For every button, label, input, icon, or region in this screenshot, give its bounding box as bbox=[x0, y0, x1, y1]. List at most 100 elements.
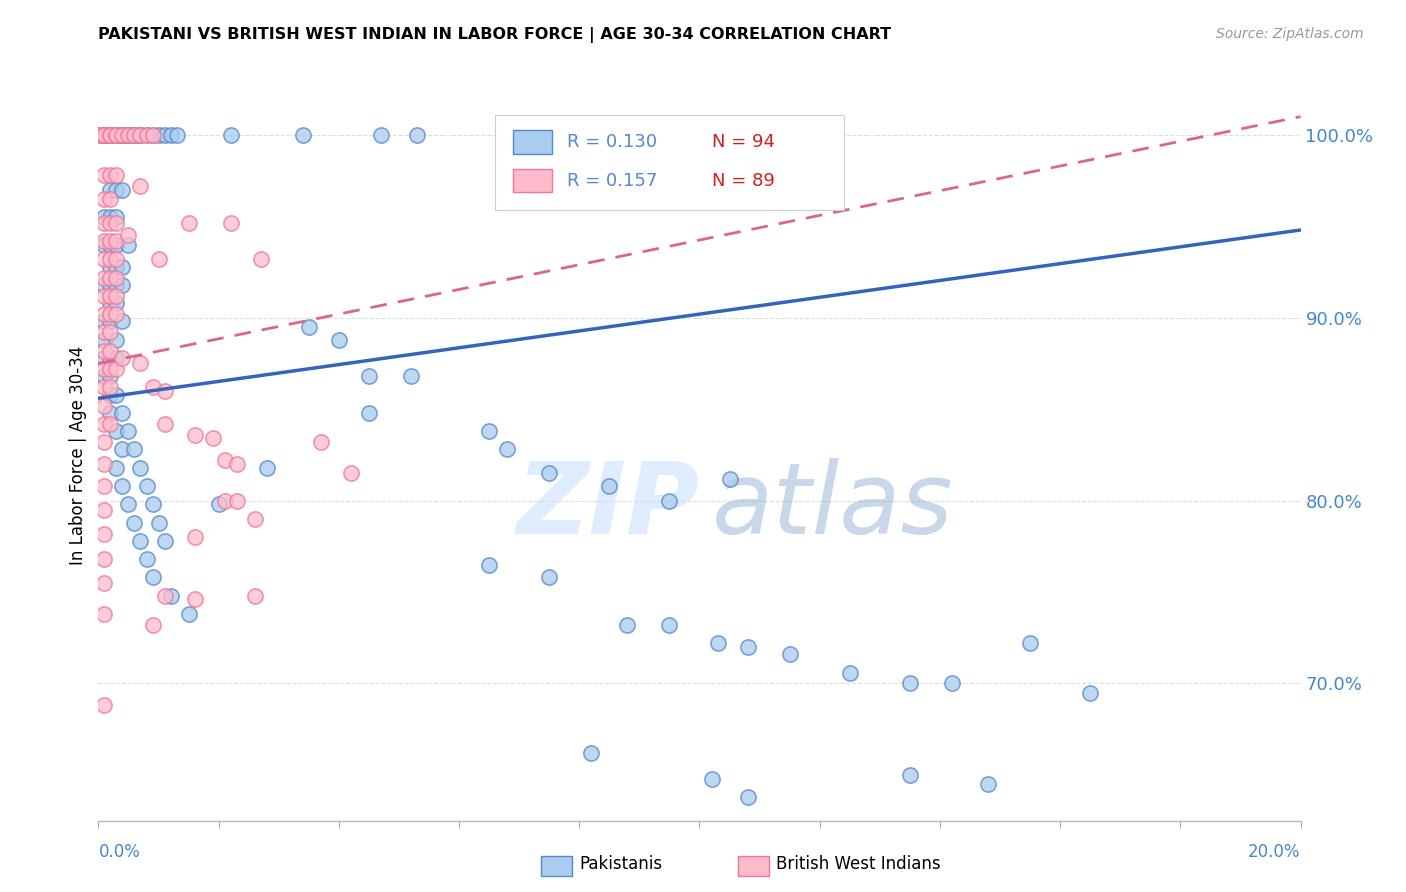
Point bbox=[166, 128, 188, 142]
Point bbox=[93, 307, 115, 321]
Point bbox=[219, 216, 242, 230]
Point bbox=[105, 128, 128, 142]
Point bbox=[214, 453, 236, 467]
Point bbox=[737, 640, 759, 654]
Point bbox=[898, 768, 921, 782]
Bar bbox=[513, 130, 551, 153]
Point bbox=[93, 552, 115, 566]
Point bbox=[478, 424, 501, 438]
Text: N = 94: N = 94 bbox=[711, 133, 775, 151]
Point bbox=[93, 192, 115, 206]
Point bbox=[100, 270, 122, 285]
Point bbox=[93, 252, 115, 267]
Text: ZIP: ZIP bbox=[516, 458, 699, 555]
Point bbox=[111, 128, 134, 142]
Point bbox=[105, 460, 128, 475]
Point bbox=[105, 216, 128, 230]
Point bbox=[105, 183, 128, 197]
Point bbox=[328, 333, 350, 347]
Point bbox=[93, 128, 115, 142]
Point bbox=[370, 128, 392, 142]
Point bbox=[111, 128, 134, 142]
Point bbox=[93, 128, 115, 142]
Point bbox=[93, 168, 115, 182]
Point bbox=[111, 479, 134, 493]
Point bbox=[100, 237, 122, 252]
Point bbox=[105, 168, 128, 182]
Point bbox=[100, 343, 122, 358]
Point bbox=[706, 636, 728, 650]
Point bbox=[124, 128, 146, 142]
Point bbox=[105, 424, 128, 438]
Point bbox=[100, 326, 122, 340]
Point bbox=[737, 789, 759, 804]
Point bbox=[249, 252, 271, 267]
Text: PAKISTANI VS BRITISH WEST INDIAN IN LABOR FORCE | AGE 30-34 CORRELATION CHART: PAKISTANI VS BRITISH WEST INDIAN IN LABO… bbox=[98, 27, 891, 43]
Point bbox=[159, 589, 181, 603]
Point bbox=[129, 533, 152, 548]
Point bbox=[340, 467, 363, 481]
Point bbox=[808, 128, 831, 142]
Point bbox=[658, 618, 681, 632]
Point bbox=[100, 314, 122, 328]
Point bbox=[135, 128, 157, 142]
Point bbox=[141, 570, 163, 584]
Point bbox=[129, 460, 152, 475]
Text: N = 89: N = 89 bbox=[711, 171, 775, 190]
Point bbox=[111, 277, 134, 292]
Point bbox=[93, 351, 115, 365]
Point bbox=[93, 362, 115, 376]
Point bbox=[153, 533, 176, 548]
Point bbox=[93, 526, 115, 541]
Point bbox=[148, 128, 170, 142]
Point bbox=[406, 128, 429, 142]
Point bbox=[87, 128, 110, 142]
Point bbox=[93, 234, 115, 248]
Point bbox=[538, 570, 561, 584]
Point bbox=[93, 417, 115, 431]
Point bbox=[129, 179, 152, 194]
Point bbox=[124, 516, 146, 530]
Text: British West Indians: British West Indians bbox=[776, 855, 941, 873]
Point bbox=[658, 493, 681, 508]
Point bbox=[100, 128, 122, 142]
Point bbox=[135, 552, 157, 566]
Point bbox=[93, 607, 115, 621]
Point bbox=[100, 380, 122, 394]
Point bbox=[357, 369, 380, 384]
Point bbox=[93, 698, 115, 713]
Point bbox=[117, 128, 139, 142]
Point bbox=[219, 128, 242, 142]
Point bbox=[100, 128, 122, 142]
Point bbox=[941, 676, 963, 690]
Point bbox=[148, 252, 170, 267]
Point bbox=[93, 435, 115, 450]
Point bbox=[105, 351, 128, 365]
Point bbox=[100, 369, 122, 384]
Point bbox=[100, 192, 122, 206]
Point bbox=[153, 128, 176, 142]
Point bbox=[100, 260, 122, 274]
Point bbox=[117, 424, 139, 438]
Point bbox=[183, 427, 205, 442]
Point bbox=[93, 503, 115, 517]
Point bbox=[93, 576, 115, 591]
Point bbox=[177, 216, 200, 230]
Point bbox=[111, 314, 134, 328]
Point bbox=[100, 289, 122, 303]
Point bbox=[111, 442, 134, 457]
Point bbox=[111, 406, 134, 420]
Point bbox=[183, 530, 205, 544]
Point bbox=[105, 128, 128, 142]
Point bbox=[243, 512, 266, 526]
Point bbox=[100, 234, 122, 248]
Point bbox=[478, 558, 501, 572]
Point bbox=[100, 362, 122, 376]
Point bbox=[93, 216, 115, 230]
Point bbox=[93, 314, 115, 328]
Point bbox=[201, 432, 224, 446]
Point bbox=[225, 457, 247, 471]
Point bbox=[1078, 686, 1101, 700]
Point bbox=[100, 168, 122, 182]
Point bbox=[93, 326, 115, 340]
